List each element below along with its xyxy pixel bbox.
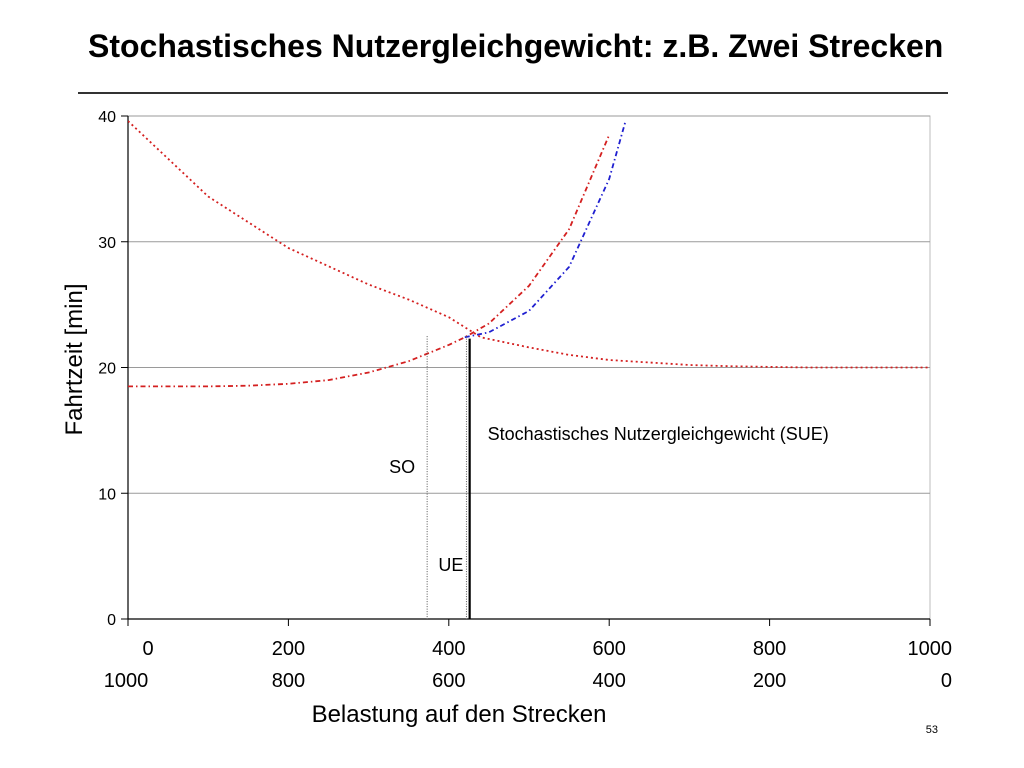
grid xyxy=(127,115,931,620)
sue-label: Stochastisches Nutzergleichgewicht (SUE) xyxy=(488,424,829,444)
y-tick-label: 40 xyxy=(98,109,116,126)
y-tick-label: 0 xyxy=(107,612,116,629)
series-layer xyxy=(128,120,930,388)
x-tick-label-top: 400 xyxy=(432,638,465,660)
x-tick-label-bottom: 400 xyxy=(593,670,626,692)
marker-lines xyxy=(426,336,471,619)
x-tick-label-bottom: 0 xyxy=(941,670,952,692)
so-label: SO xyxy=(389,457,415,477)
y-axis-label: Fahrtzeit [min] xyxy=(61,283,88,435)
series-line-3 xyxy=(464,122,627,339)
x-tick-label-top: 1000 xyxy=(908,638,953,660)
series-line-1 xyxy=(128,120,930,369)
x-tick-label-bottom: 600 xyxy=(432,670,465,692)
x-tick-label-bottom: 800 xyxy=(272,670,305,692)
y-tick-label: 20 xyxy=(98,361,116,378)
ue-label: UE xyxy=(438,555,463,575)
x-tick-label-top: 800 xyxy=(753,638,786,660)
y-tick-label: 10 xyxy=(98,486,116,503)
title-divider xyxy=(78,92,948,94)
x-axis-label: Belastung auf den Strecken xyxy=(312,701,607,728)
x-tick-label-top: 0 xyxy=(142,638,153,660)
labels-layer: 0102030400100020080040060060040080020010… xyxy=(61,109,952,728)
axes xyxy=(121,115,931,626)
x-tick-label-top: 200 xyxy=(272,638,305,660)
slide-title: Stochastisches Nutzergleichgewicht: z.B.… xyxy=(88,28,944,64)
page-number: 53 xyxy=(925,724,938,736)
x-tick-label-top: 600 xyxy=(593,638,626,660)
x-tick-label-bottom: 200 xyxy=(753,670,786,692)
x-tick-label-bottom: 1000 xyxy=(104,670,149,692)
y-tick-label: 30 xyxy=(98,235,116,252)
